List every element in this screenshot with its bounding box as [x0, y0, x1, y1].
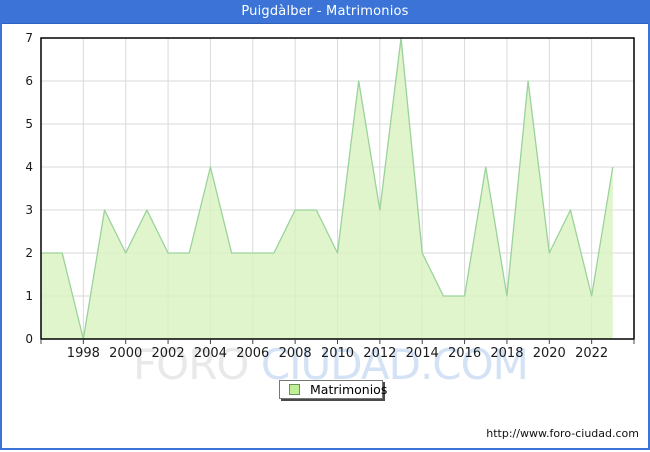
svg-text:2022: 2022: [575, 346, 608, 361]
legend-color-swatch: [289, 384, 300, 395]
watermark: FORO CIUDAD.COM: [133, 344, 529, 386]
title-bar: Puigdàlber - Matrimonios: [2, 2, 648, 24]
svg-text:2004: 2004: [194, 346, 227, 361]
svg-text:1: 1: [25, 289, 33, 303]
svg-text:0: 0: [25, 332, 33, 346]
svg-text:5: 5: [25, 117, 33, 131]
svg-text:3: 3: [25, 203, 33, 217]
legend: Matrimonios: [279, 380, 387, 399]
site-url: http://www.foro-ciudad.com: [486, 427, 639, 440]
watermark-foro: FORO: [133, 340, 249, 389]
svg-text:2020: 2020: [533, 346, 566, 361]
svg-text:7: 7: [25, 31, 33, 45]
svg-text:2: 2: [25, 246, 33, 260]
svg-text:2010: 2010: [321, 346, 354, 361]
svg-text:1998: 1998: [67, 346, 100, 361]
svg-text:4: 4: [25, 160, 33, 174]
legend-label: Matrimonios: [310, 382, 388, 397]
svg-text:2002: 2002: [152, 346, 185, 361]
svg-text:2012: 2012: [363, 346, 396, 361]
svg-text:2018: 2018: [490, 346, 523, 361]
svg-text:2006: 2006: [236, 346, 269, 361]
svg-text:2014: 2014: [406, 346, 439, 361]
chart-title: Puigdàlber - Matrimonios: [241, 4, 409, 19]
svg-text:2000: 2000: [109, 346, 142, 361]
watermark-ciudad: CIUDAD.COM: [248, 340, 529, 389]
svg-text:2008: 2008: [279, 346, 312, 361]
svg-text:2016: 2016: [448, 346, 481, 361]
svg-text:6: 6: [25, 74, 33, 88]
